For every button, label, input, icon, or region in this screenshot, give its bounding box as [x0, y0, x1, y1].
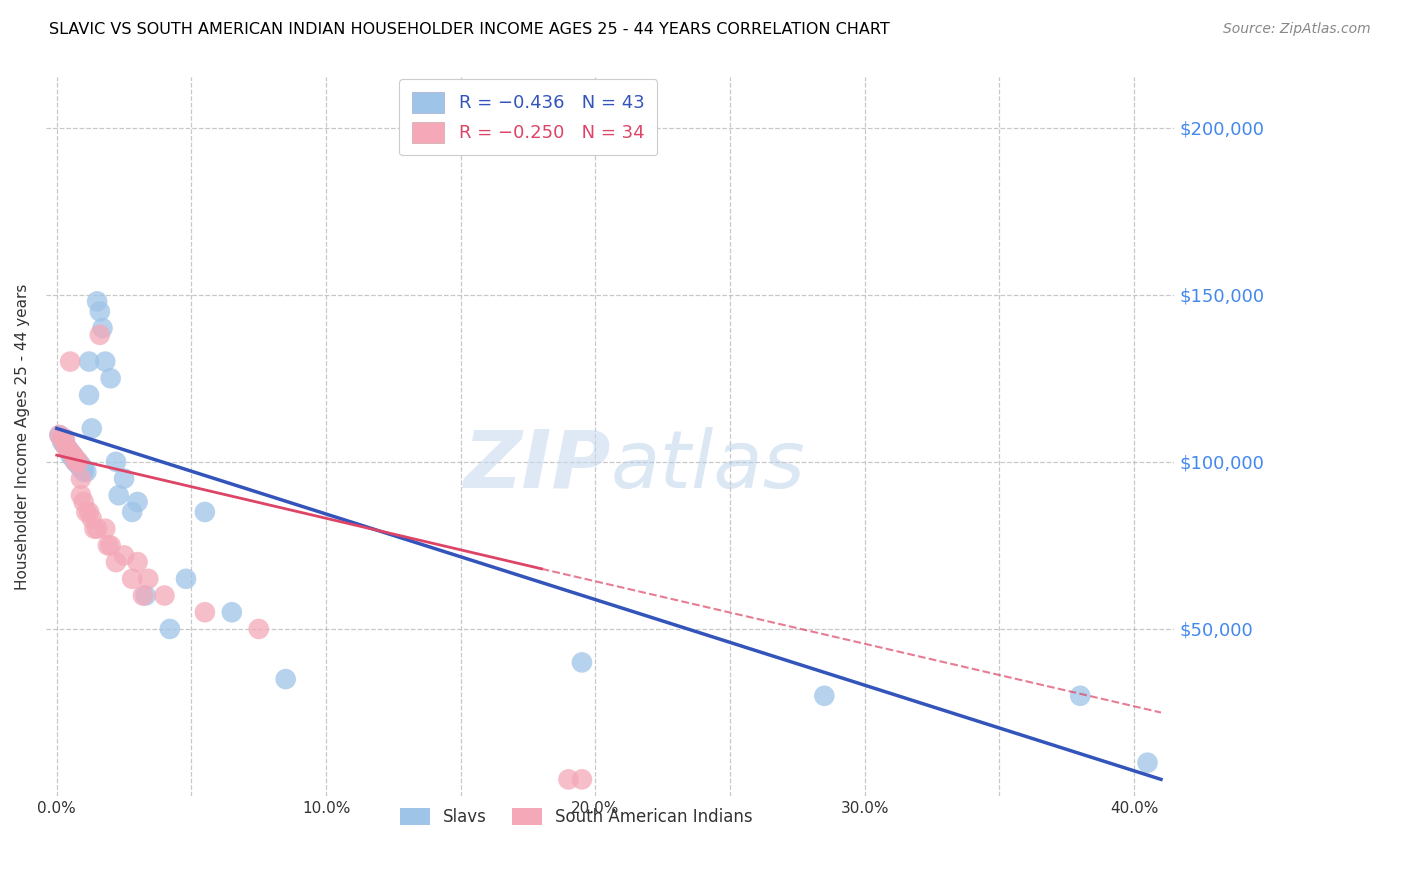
Point	[56, 442, 79, 456]
Point	[86, 294, 108, 309]
Point	[70, 458, 93, 472]
Point	[65, 455, 87, 469]
Point	[59, 354, 82, 368]
Point	[77, 354, 100, 368]
Point	[67, 458, 90, 472]
Point	[89, 304, 111, 318]
Point	[94, 354, 117, 368]
Point	[75, 505, 97, 519]
Point	[67, 455, 90, 469]
Point	[73, 495, 96, 509]
Point	[121, 572, 143, 586]
Point	[62, 448, 84, 462]
Point	[59, 445, 82, 459]
Point	[53, 438, 76, 452]
Point	[1069, 689, 1091, 703]
Legend: Slavs, South American Indians: Slavs, South American Indians	[391, 799, 761, 835]
Point	[80, 511, 103, 525]
Point	[89, 327, 111, 342]
Point	[813, 689, 835, 703]
Point	[51, 432, 73, 446]
Point	[77, 388, 100, 402]
Point	[159, 622, 181, 636]
Point	[77, 505, 100, 519]
Point	[132, 589, 155, 603]
Point	[56, 442, 79, 456]
Point	[153, 589, 176, 603]
Point	[59, 445, 82, 459]
Point	[51, 434, 73, 449]
Point	[112, 471, 135, 485]
Point	[70, 461, 93, 475]
Point	[80, 421, 103, 435]
Text: atlas: atlas	[610, 426, 806, 505]
Point	[194, 505, 217, 519]
Point	[73, 461, 96, 475]
Point	[127, 495, 149, 509]
Point	[127, 555, 149, 569]
Point	[135, 589, 157, 603]
Point	[83, 522, 105, 536]
Point	[571, 772, 593, 787]
Point	[112, 549, 135, 563]
Point	[51, 432, 73, 446]
Point	[571, 656, 593, 670]
Point	[75, 465, 97, 479]
Point	[59, 448, 82, 462]
Point	[221, 605, 243, 619]
Point	[73, 465, 96, 479]
Point	[62, 451, 84, 466]
Point	[56, 442, 79, 456]
Point	[100, 371, 122, 385]
Point	[136, 572, 159, 586]
Point	[121, 505, 143, 519]
Text: SLAVIC VS SOUTH AMERICAN INDIAN HOUSEHOLDER INCOME AGES 25 - 44 YEARS CORRELATIO: SLAVIC VS SOUTH AMERICAN INDIAN HOUSEHOL…	[49, 22, 890, 37]
Point	[1136, 756, 1159, 770]
Point	[100, 538, 122, 552]
Point	[94, 522, 117, 536]
Text: Source: ZipAtlas.com: Source: ZipAtlas.com	[1223, 22, 1371, 37]
Point	[274, 672, 297, 686]
Point	[105, 455, 128, 469]
Point	[91, 321, 114, 335]
Point	[53, 432, 76, 446]
Point	[105, 555, 128, 569]
Point	[48, 428, 70, 442]
Point	[194, 605, 217, 619]
Point	[97, 538, 120, 552]
Point	[86, 522, 108, 536]
Y-axis label: Householder Income Ages 25 - 44 years: Householder Income Ages 25 - 44 years	[15, 284, 30, 590]
Point	[62, 448, 84, 462]
Point	[107, 488, 129, 502]
Point	[70, 488, 93, 502]
Point	[65, 451, 87, 466]
Point	[174, 572, 197, 586]
Point	[65, 455, 87, 469]
Point	[65, 455, 87, 469]
Point	[53, 438, 76, 452]
Point	[48, 428, 70, 442]
Point	[53, 434, 76, 449]
Text: ZIP: ZIP	[463, 426, 610, 505]
Point	[67, 455, 90, 469]
Point	[247, 622, 270, 636]
Point	[70, 471, 93, 485]
Point	[557, 772, 579, 787]
